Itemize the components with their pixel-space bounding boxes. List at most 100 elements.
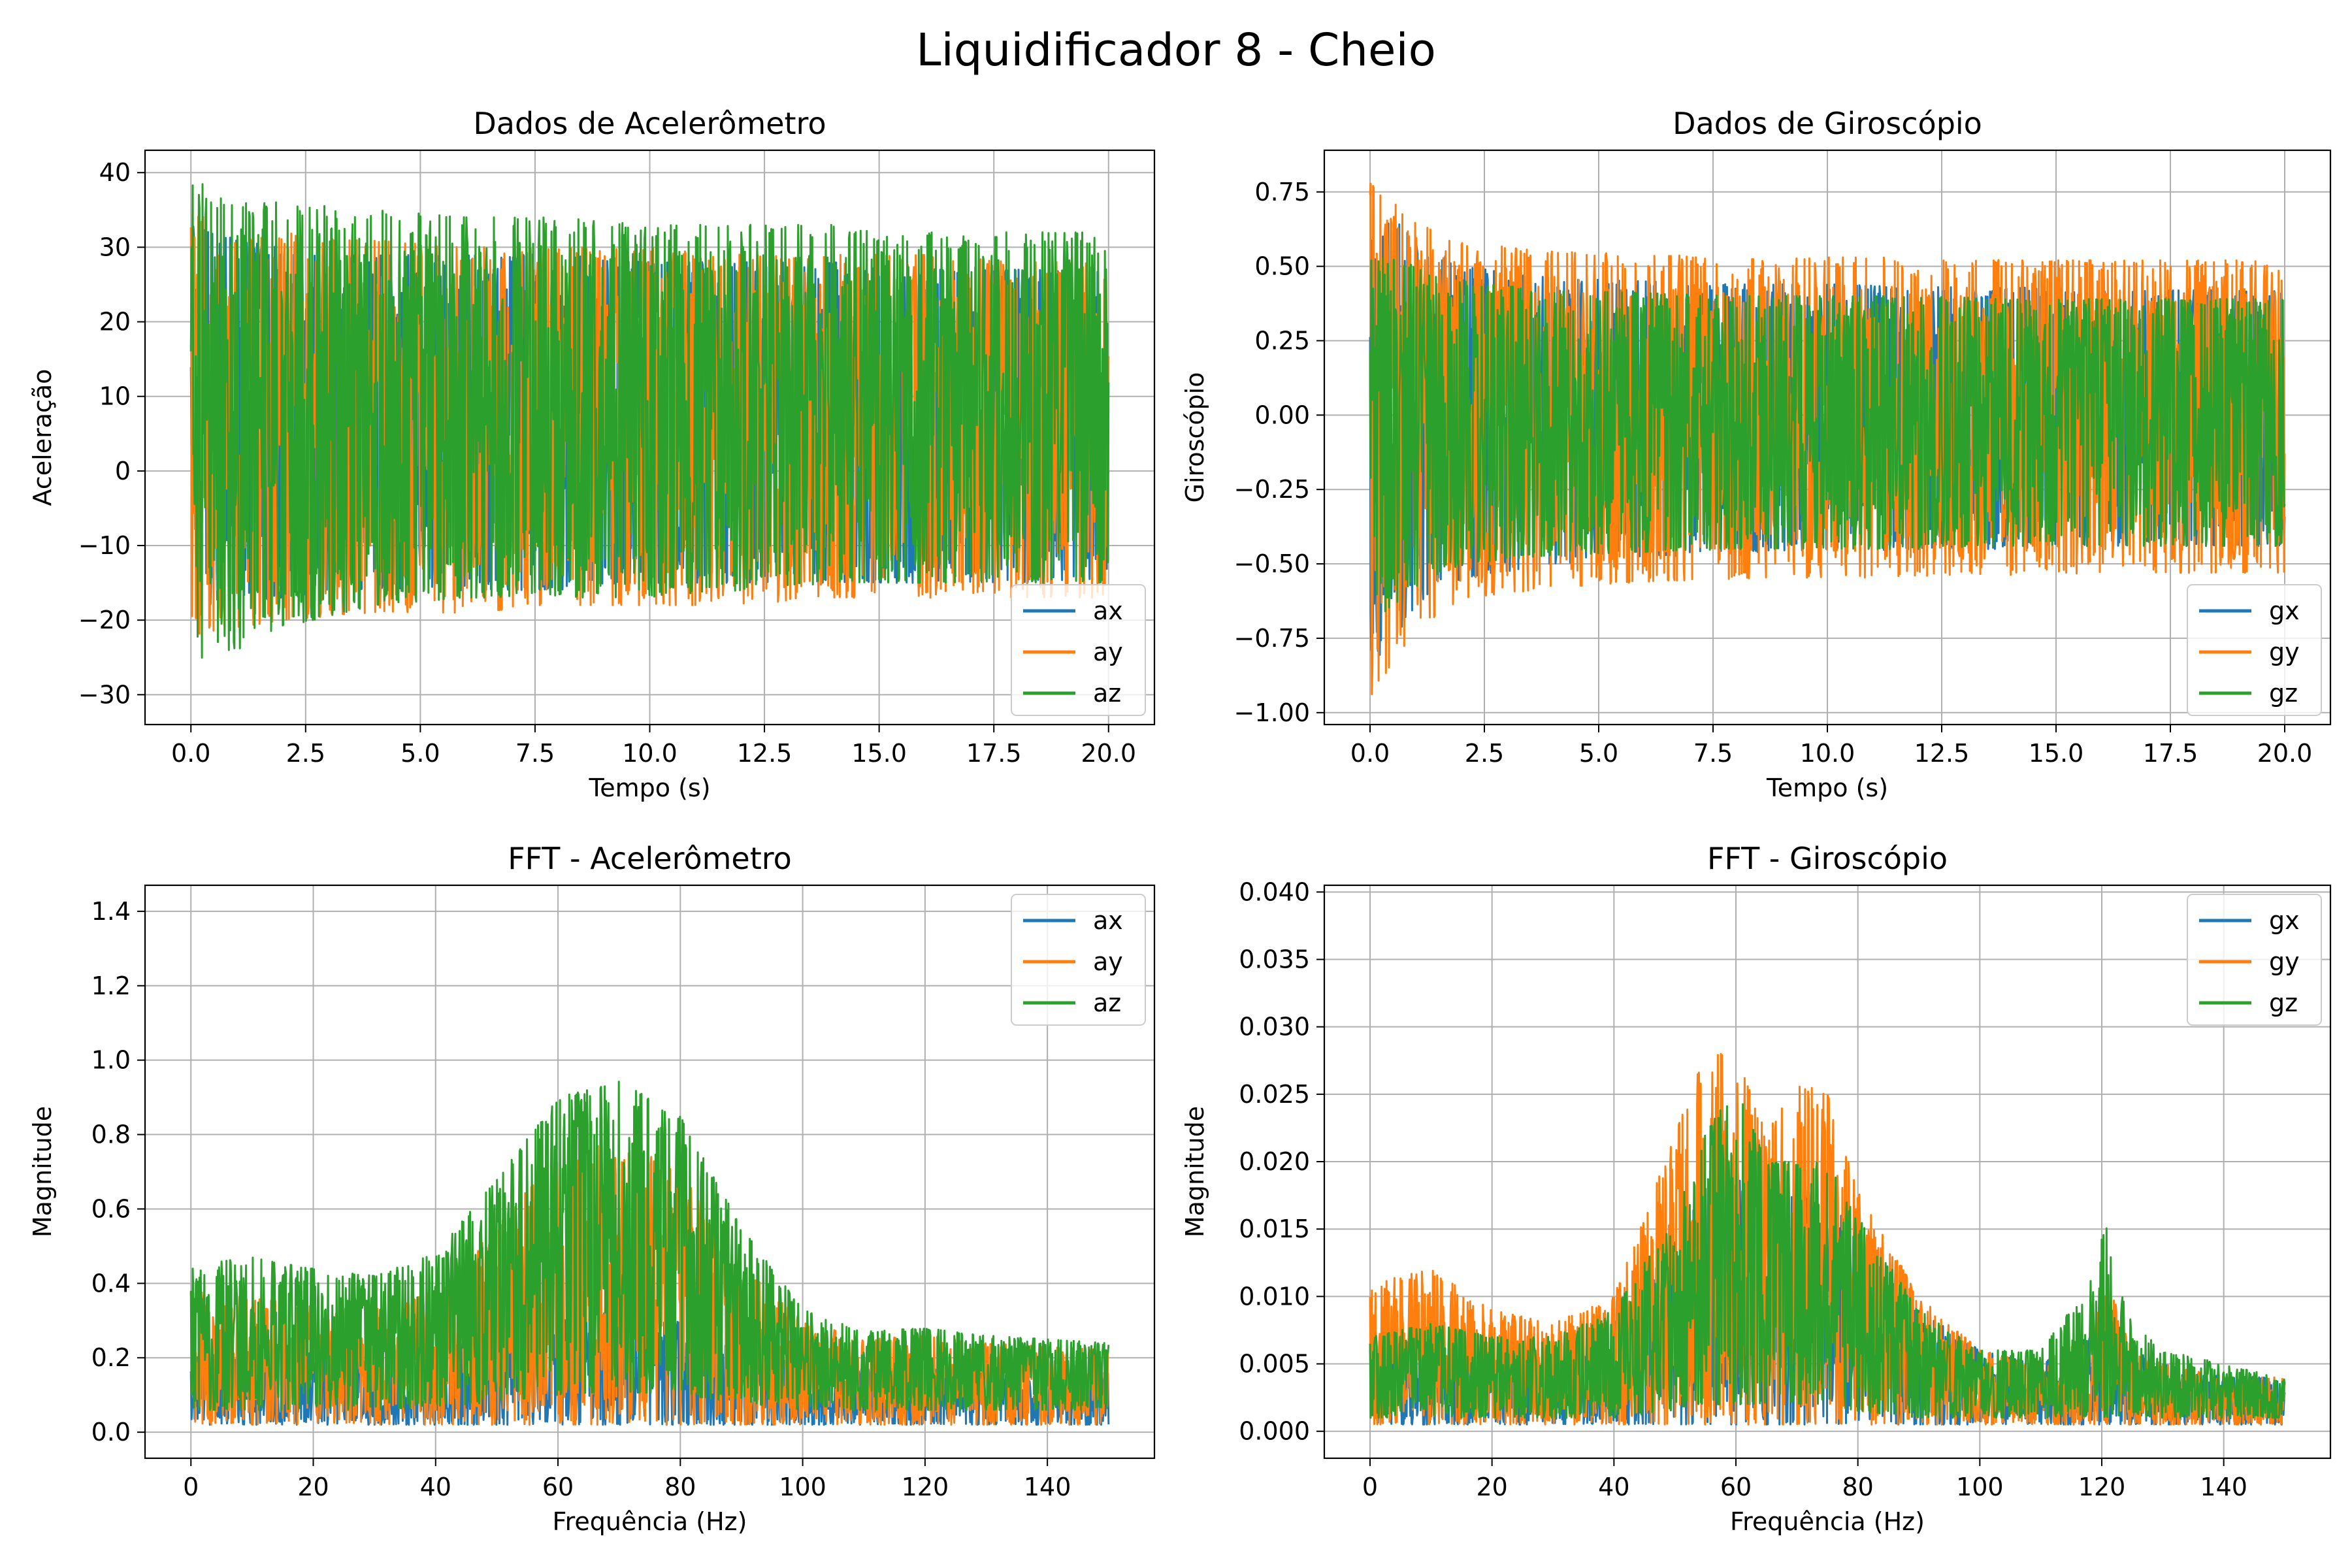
x-tick-label: 12.5 — [737, 739, 792, 768]
series-line-gz — [1369, 257, 2286, 613]
y-tick-label: −0.75 — [1234, 624, 1310, 653]
y-tick-label: 0.00 — [1254, 400, 1310, 429]
figure-title: Liquidificador 8 - Cheio — [916, 24, 1436, 76]
panel-fft-gyroscope: 0 20 40 60 80 100 120 140 0.000 0.005 0.010 0.015 0.… — [1181, 841, 2332, 1536]
x-tick-label: 0.0 — [1350, 739, 1390, 768]
legend-label: ay — [1093, 638, 1123, 666]
legend-label: ay — [1093, 947, 1123, 976]
panel-gyroscope-time: 0.0 2.5 5.0 7.5 10.0 12.5 15.0 17.5 20.0 −1.00 −0.… — [1181, 106, 2332, 802]
y-tick-label: 0.4 — [91, 1269, 131, 1298]
y-tick-label: 30 — [99, 233, 131, 261]
legend: ax ay az — [1011, 894, 1146, 1026]
x-tick-label: 80 — [1842, 1473, 1873, 1501]
series-group — [1369, 182, 2286, 696]
x-axis-label: Tempo (s) — [588, 774, 710, 802]
x-tick-label: 15.0 — [851, 739, 907, 768]
legend-label: gy — [2269, 947, 2300, 976]
y-tick-label: 0.035 — [1239, 945, 1310, 973]
x-tick-label: 7.5 — [1693, 739, 1733, 768]
y-tick-label: 10 — [99, 382, 131, 411]
y-tick-label: 0.50 — [1254, 252, 1310, 281]
chart-title: Dados de Acelerômetro — [473, 106, 826, 141]
x-tick-label: 140 — [1024, 1473, 1071, 1501]
x-tick-label: 20.0 — [2257, 739, 2313, 768]
x-tick-label: 7.5 — [515, 739, 555, 768]
x-tick-label: 0 — [183, 1473, 199, 1501]
x-tick-label: 60 — [1720, 1473, 1752, 1501]
x-tick-label: 0 — [1362, 1473, 1378, 1501]
y-tick-label: −0.25 — [1234, 475, 1310, 504]
legend-box — [1011, 584, 1146, 716]
y-tick-label: 0.040 — [1239, 877, 1310, 906]
x-tick-label: 100 — [1956, 1473, 2004, 1501]
x-axis-label: Frequência (Hz) — [553, 1507, 747, 1536]
x-tick-label: 80 — [664, 1473, 696, 1501]
y-tick-label: 0.75 — [1254, 178, 1310, 206]
y-tick-label: −20 — [78, 606, 131, 634]
legend: gx gy gz — [2187, 894, 2322, 1026]
legend-box — [1011, 894, 1146, 1026]
legend-box — [2187, 584, 2322, 716]
x-tick-label: 20 — [297, 1473, 329, 1501]
y-tick-label: 0.2 — [91, 1343, 131, 1372]
series-group — [189, 183, 1110, 659]
y-tick-label: 0.030 — [1239, 1013, 1310, 1041]
y-tick-label: 0 — [115, 457, 131, 485]
legend-label: gz — [2269, 988, 2298, 1017]
y-axis-label: Aceleração — [28, 369, 57, 506]
y-tick-label: 0.000 — [1239, 1417, 1310, 1446]
y-tick-label: 0.25 — [1254, 326, 1310, 355]
legend-label: gx — [2269, 596, 2300, 625]
panel-accelerometer-time: 0.0 2.5 5.0 7.5 10.0 12.5 15.0 17.5 20.0 −30 −20 −1… — [28, 106, 1156, 802]
y-tick-label: 1.0 — [91, 1046, 131, 1075]
series-line-gz — [1369, 1103, 2286, 1419]
axes-frame — [144, 884, 1156, 1460]
series-line-az — [189, 1081, 1110, 1411]
x-tick-label: 17.5 — [2143, 739, 2198, 768]
x-tick-label: 120 — [2078, 1473, 2126, 1501]
x-tick-label: 5.0 — [400, 739, 440, 768]
y-tick-label: 1.4 — [91, 897, 131, 926]
x-axis-label: Tempo (s) — [1766, 774, 1888, 802]
x-tick-label: 140 — [2200, 1473, 2247, 1501]
x-tick-label: 2.5 — [1465, 739, 1504, 768]
x-tick-label: 15.0 — [2029, 739, 2084, 768]
legend-box — [2187, 894, 2322, 1026]
legend-label: gy — [2269, 638, 2300, 666]
legend-label: gz — [2269, 679, 2298, 708]
x-tick-label: 0.0 — [171, 739, 210, 768]
x-tick-label: 5.0 — [1579, 739, 1618, 768]
y-tick-label: 20 — [99, 308, 131, 336]
y-tick-label: 0.0 — [91, 1418, 131, 1446]
x-tick-label: 17.5 — [966, 739, 1022, 768]
x-tick-label: 20.0 — [1081, 739, 1136, 768]
y-tick-label: −0.50 — [1234, 549, 1310, 578]
legend-label: az — [1093, 988, 1121, 1017]
legend-label: gx — [2269, 906, 2300, 935]
series-line-az — [189, 183, 1110, 659]
legend-label: az — [1093, 679, 1121, 708]
x-tick-label: 120 — [902, 1473, 949, 1501]
x-tick-label: 12.5 — [1914, 739, 1970, 768]
y-tick-label: 0.015 — [1239, 1215, 1310, 1243]
series-group — [1369, 1053, 2286, 1426]
y-axis-label: Magnitude — [28, 1106, 57, 1237]
chart-title: FFT - Acelerômetro — [508, 841, 792, 876]
y-axis-label: Magnitude — [1181, 1106, 1209, 1237]
y-tick-label: 0.025 — [1239, 1080, 1310, 1109]
legend: ax ay az — [1011, 584, 1146, 716]
y-tick-label: −10 — [78, 531, 131, 560]
y-tick-label: 0.6 — [91, 1194, 131, 1223]
y-tick-label: −30 — [78, 680, 131, 709]
legend: gx gy gz — [2187, 584, 2322, 716]
y-tick-label: 0.8 — [91, 1120, 131, 1149]
y-tick-label: 0.010 — [1239, 1282, 1310, 1311]
y-tick-label: −1.00 — [1234, 698, 1310, 727]
y-axis-label: Giroscópio — [1181, 372, 1209, 503]
y-tick-label: 0.005 — [1239, 1350, 1310, 1379]
x-tick-label: 10.0 — [622, 739, 678, 768]
x-tick-label: 40 — [1598, 1473, 1629, 1501]
y-tick-label: 1.2 — [91, 972, 131, 1000]
x-tick-label: 100 — [779, 1473, 826, 1501]
